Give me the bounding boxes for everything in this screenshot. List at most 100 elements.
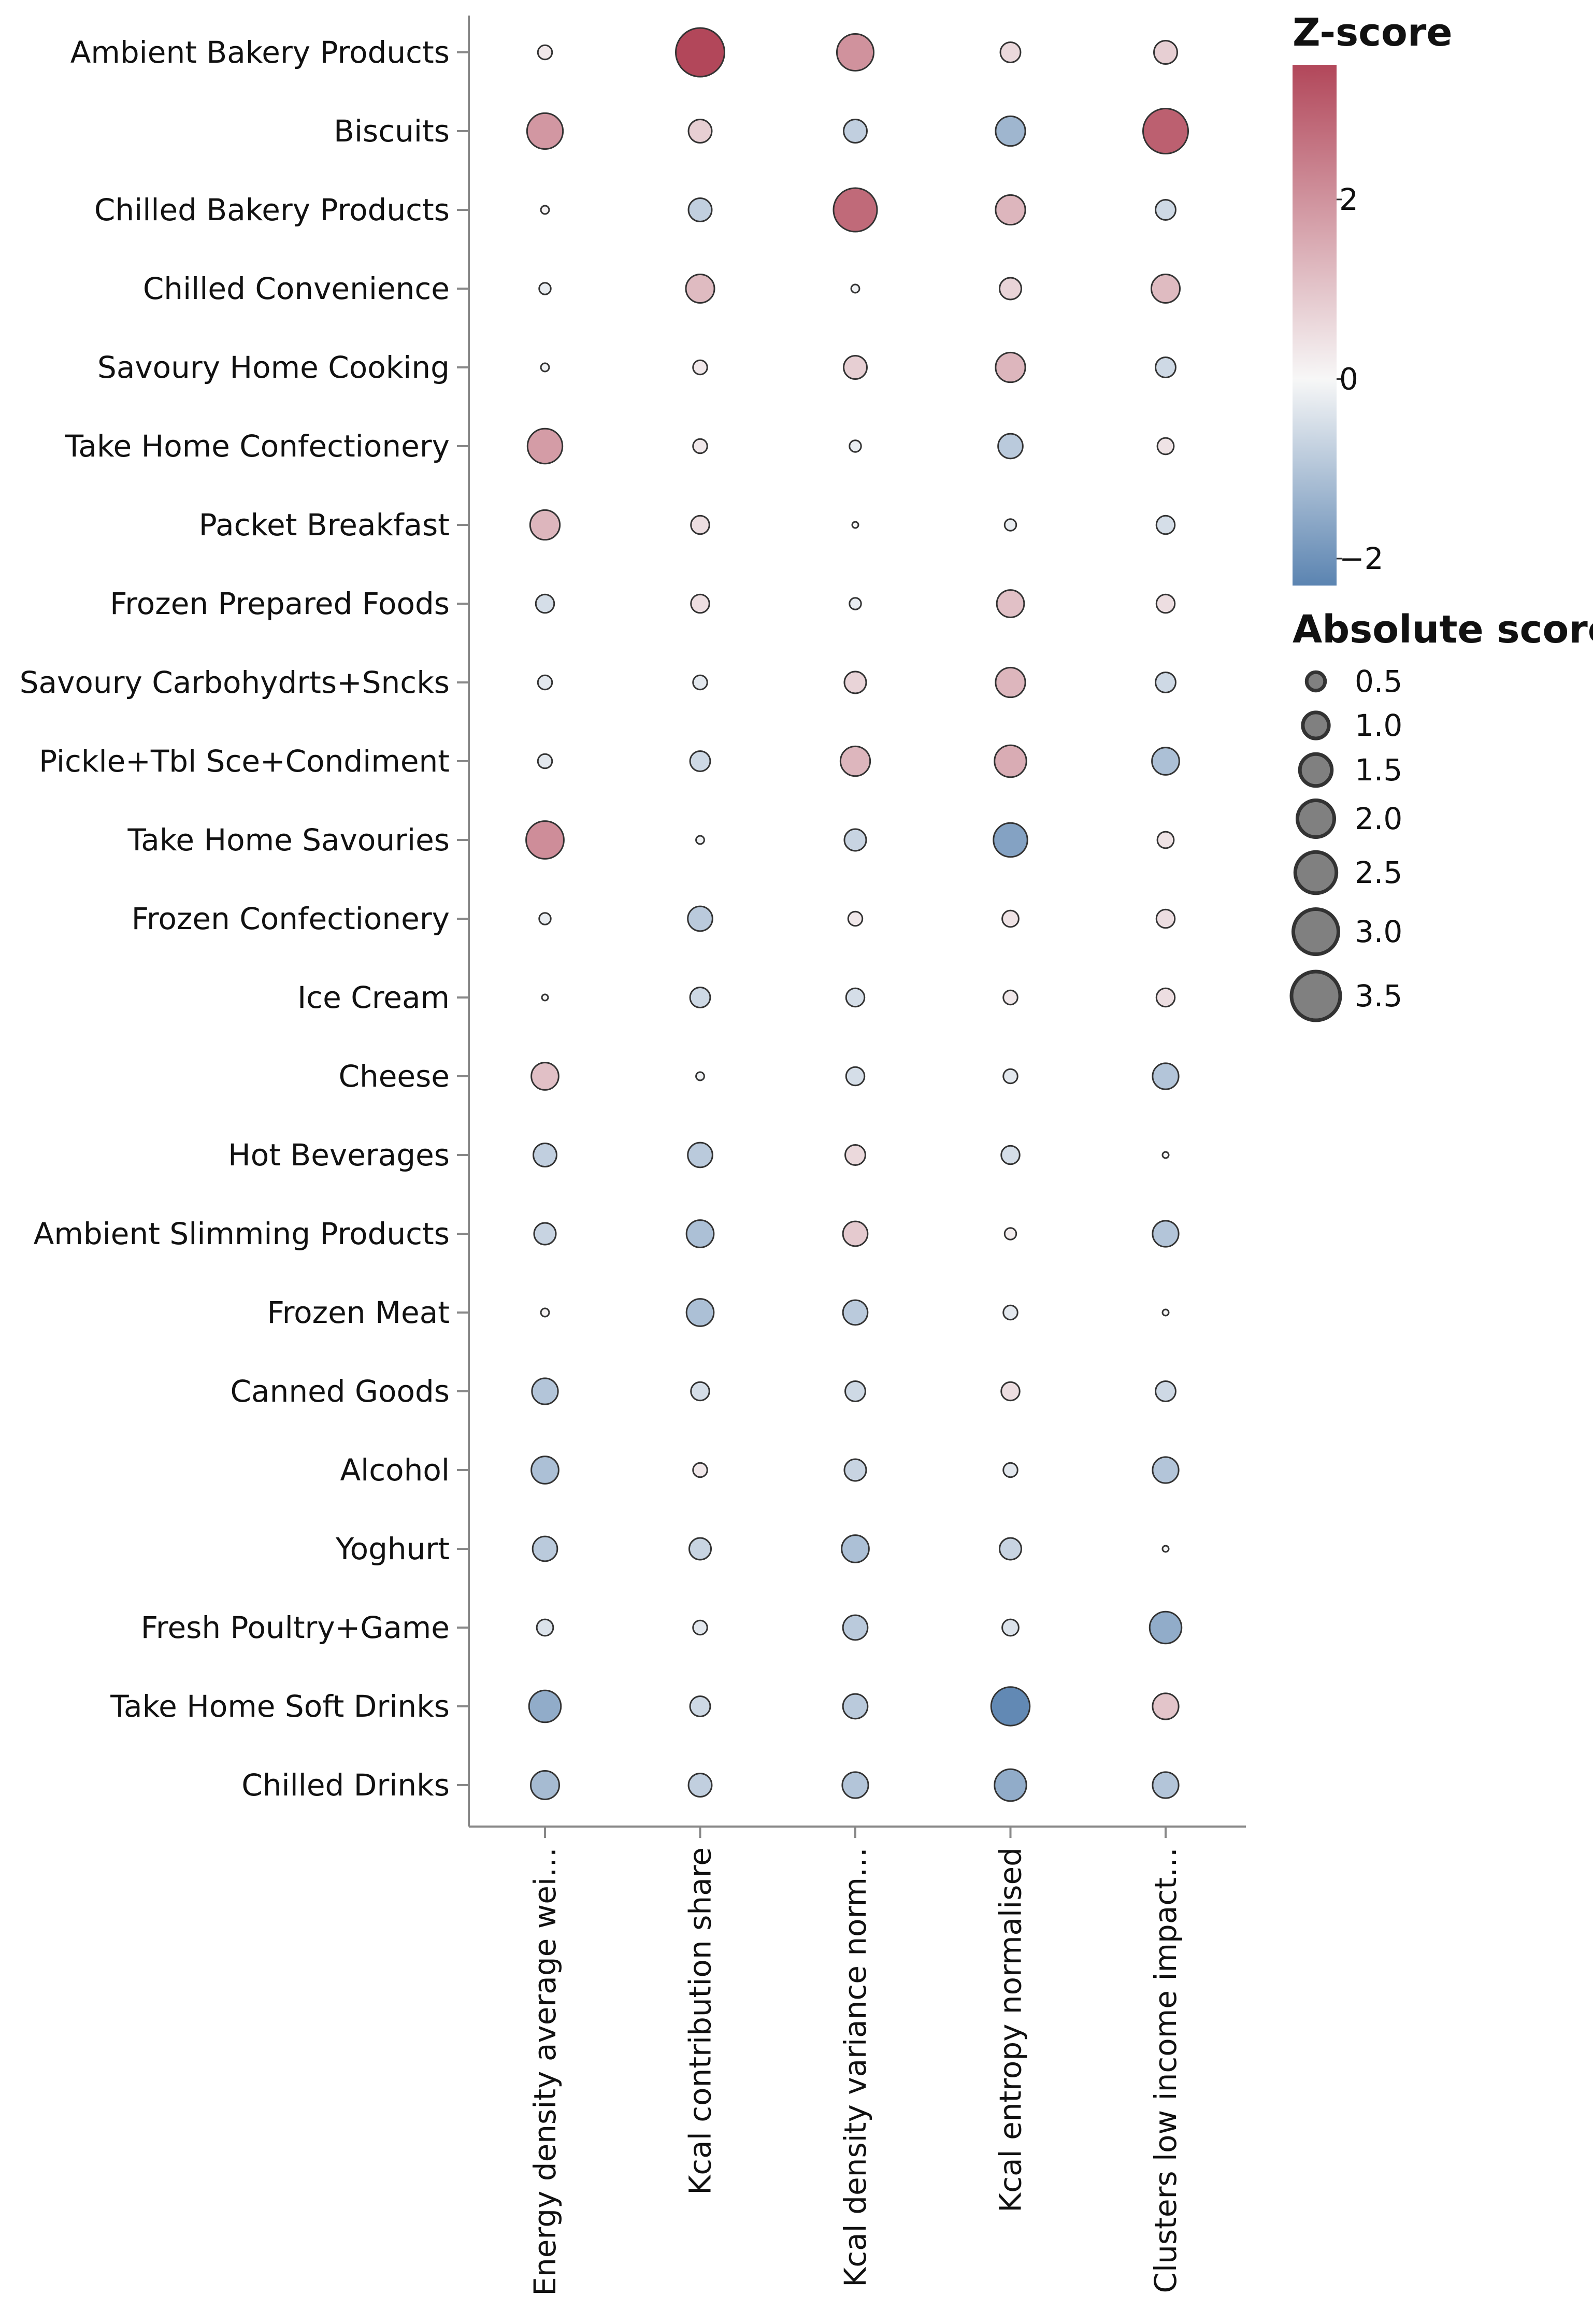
size-legend-label: 2.5 <box>1355 855 1402 890</box>
row-label: Chilled Drinks <box>241 1767 450 1803</box>
data-point <box>692 359 708 376</box>
data-point <box>692 438 708 454</box>
data-point <box>844 1144 866 1166</box>
data-point <box>537 44 553 61</box>
data-point <box>525 820 565 860</box>
data-point <box>1142 107 1189 155</box>
data-point <box>692 674 708 691</box>
color-legend-tick-label: 2 <box>1339 182 1358 217</box>
data-point <box>843 119 868 144</box>
data-point <box>1155 908 1176 929</box>
data-point <box>1155 199 1176 221</box>
data-point <box>849 597 862 610</box>
size-legend-swatch <box>1289 969 1342 1022</box>
column-label: Energy density average wei… <box>527 1847 563 2296</box>
dots-layer <box>525 27 1189 1802</box>
data-point <box>996 589 1025 618</box>
data-point <box>1150 273 1181 304</box>
data-point <box>1001 909 1020 928</box>
data-point <box>1156 831 1175 849</box>
data-point <box>1153 40 1178 65</box>
data-point <box>675 27 725 78</box>
data-point <box>1152 1771 1180 1799</box>
data-point <box>995 194 1026 226</box>
size-legend-swatch <box>1304 670 1327 693</box>
data-point <box>1152 1456 1180 1484</box>
row-label: Yoghurt <box>335 1531 450 1566</box>
data-point <box>685 1219 715 1248</box>
data-point <box>533 1222 557 1246</box>
row-label: Cheese <box>338 1059 450 1094</box>
data-point <box>528 1689 562 1723</box>
data-point <box>1152 1692 1180 1720</box>
row-labels: Ambient Bakery Products Biscuits Chilled B… <box>20 35 450 1803</box>
data-point <box>843 355 868 380</box>
data-point <box>843 671 867 694</box>
data-point <box>842 1614 869 1641</box>
data-point <box>841 1771 869 1799</box>
color-legend-ticks: 2 0 −2 <box>1337 182 1384 576</box>
data-point <box>844 1380 866 1402</box>
data-point <box>998 1537 1023 1561</box>
row-label: Take Home Soft Drinks <box>110 1689 450 1724</box>
data-point <box>689 1695 711 1717</box>
data-point <box>538 282 552 295</box>
size-legend-swatch <box>1293 850 1339 895</box>
data-point <box>842 1693 869 1720</box>
row-label: Take Home Confectionery <box>65 429 450 464</box>
row-label: Canned Goods <box>231 1374 450 1409</box>
data-point <box>1000 1381 1021 1402</box>
data-point <box>690 1381 710 1402</box>
color-legend-tick-label: 0 <box>1339 361 1358 396</box>
data-point <box>993 822 1028 858</box>
data-point <box>532 1535 558 1562</box>
data-point <box>687 905 713 932</box>
size-legend-label: 0.5 <box>1355 664 1402 699</box>
size-legend-swatch <box>1301 710 1331 740</box>
data-point <box>692 1462 708 1478</box>
row-label: Ambient Bakery Products <box>70 35 450 70</box>
data-point <box>540 205 550 215</box>
data-point <box>1161 1308 1170 1317</box>
data-point <box>535 593 555 614</box>
column-label: Kcal density variance norm… <box>838 1847 873 2287</box>
data-point <box>842 1299 869 1326</box>
row-label: Packet Breakfast <box>199 507 450 543</box>
row-label: Ambient Slimming Products <box>34 1216 450 1251</box>
data-point <box>695 835 705 845</box>
data-point <box>540 362 550 373</box>
data-point <box>685 1298 715 1327</box>
data-point <box>990 1686 1031 1727</box>
row-label: Savoury Home Cooking <box>97 350 450 385</box>
data-point <box>994 1768 1027 1802</box>
data-point <box>1149 1610 1183 1645</box>
data-point <box>692 1619 708 1636</box>
data-point <box>1000 1145 1021 1165</box>
data-point <box>687 1142 713 1168</box>
data-point <box>537 674 553 691</box>
data-point <box>833 187 878 233</box>
data-point <box>850 283 860 294</box>
data-point <box>995 115 1026 147</box>
data-point <box>845 1066 866 1087</box>
size-legend-label: 1.0 <box>1355 708 1402 743</box>
data-point <box>690 593 710 614</box>
row-label: Savoury Carbohydrts+Sncks <box>20 665 450 700</box>
row-label: Ice Cream <box>297 980 450 1015</box>
data-point <box>529 509 561 541</box>
data-point <box>687 119 713 144</box>
row-label: Take Home Savouries <box>127 822 450 858</box>
data-point <box>526 112 564 150</box>
data-point <box>540 1307 550 1318</box>
row-label: Frozen Meat <box>267 1295 450 1330</box>
data-point <box>1151 747 1180 776</box>
column-label: Kcal entropy normalised <box>993 1847 1028 2213</box>
data-point <box>1002 1304 1018 1321</box>
size-legend-label: 1.5 <box>1355 752 1402 788</box>
column-labels: Energy density average wei… Kcal contribu… <box>527 1847 1183 2296</box>
data-point <box>1152 1062 1180 1090</box>
data-point <box>998 277 1023 301</box>
color-legend-bar <box>1293 65 1337 586</box>
row-label: Alcohol <box>340 1452 450 1488</box>
